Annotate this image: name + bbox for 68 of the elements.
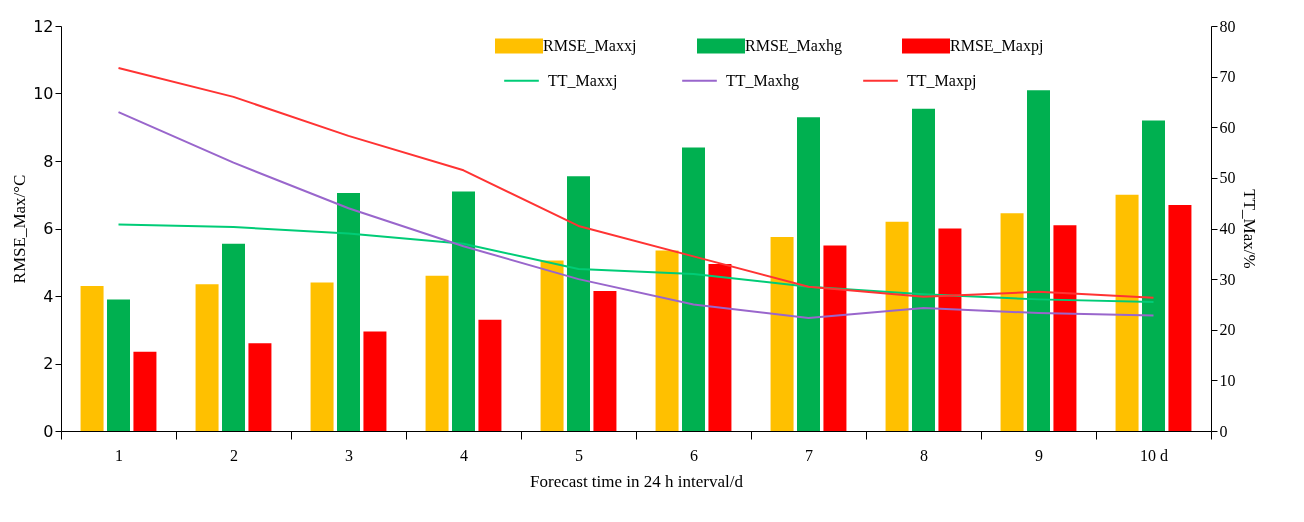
x-tick-label: 2 (230, 446, 238, 464)
bar (195, 284, 219, 431)
legend-label: TT_Maxxj (548, 71, 618, 90)
bar (540, 260, 564, 431)
bar (1027, 90, 1050, 431)
line-series (117, 223, 1155, 303)
y2-tick-label: 30 (1219, 270, 1236, 288)
bar (337, 193, 360, 431)
y2-tick-label: 40 (1219, 220, 1236, 237)
y2-axis-title: TT_Max/% (1239, 189, 1259, 269)
y-tick-label: 2 (43, 354, 54, 373)
bar (133, 351, 157, 431)
bar (1053, 225, 1077, 431)
bar (1142, 120, 1165, 431)
bar (682, 147, 705, 431)
x-tick-label: 3 (345, 446, 353, 464)
bar (452, 191, 475, 431)
x-tick-label: 7 (805, 446, 813, 464)
legend-label: RMSE_Maxpj (950, 37, 1044, 55)
bar (938, 228, 962, 431)
y2-tick-label: 70 (1219, 68, 1236, 86)
bar (912, 108, 935, 431)
y2-tick-label: 0 (1219, 422, 1228, 440)
bar (363, 331, 387, 431)
bar (80, 285, 104, 431)
bar (1168, 204, 1192, 431)
x-axis-title: Forecast time in 24 h interval/d (530, 471, 744, 491)
y-tick-label: 4 (43, 286, 54, 306)
line-series (117, 67, 1155, 299)
bar (797, 117, 820, 431)
bar (770, 236, 794, 431)
y-tick-label: 12 (33, 16, 54, 36)
bar (425, 275, 449, 431)
y-tick-label: 10 (33, 84, 54, 103)
bar (1115, 194, 1139, 431)
y2-tick-label: 80 (1219, 17, 1236, 35)
bar (1000, 213, 1024, 431)
bar (478, 319, 502, 431)
y2-tick-label: 20 (1219, 321, 1236, 339)
bar (310, 282, 334, 431)
bar (593, 290, 617, 431)
legend-label: RMSE_Maxhg (745, 37, 842, 55)
bar (885, 221, 909, 431)
legend-label: RMSE_Maxxj (543, 37, 637, 55)
y-tick-label: 8 (43, 151, 54, 171)
y-axis-title: RMSE_Max/°C (10, 174, 30, 284)
line-series (117, 111, 1155, 320)
x-tick-label: 1 (115, 446, 123, 464)
x-tick-label: 4 (460, 446, 468, 464)
bar (567, 176, 590, 431)
bar (248, 343, 272, 431)
y2-tick-label: 10 (1219, 371, 1236, 389)
x-tick-label: 5 (575, 446, 583, 464)
x-tick-label: 9 (1035, 446, 1043, 464)
y-tick-label: 0 (43, 421, 54, 441)
bar (823, 245, 847, 431)
legend-label: TT_Maxpj (907, 71, 977, 90)
y-tick-label: 6 (43, 219, 54, 238)
bar (655, 250, 679, 431)
y2-tick-label: 60 (1219, 118, 1236, 136)
legend-label: TT_Maxhg (726, 71, 799, 90)
x-tick-label: 6 (690, 446, 698, 464)
x-tick-label: 8 (920, 446, 928, 464)
y2-tick-label: 50 (1219, 169, 1236, 187)
bar (222, 243, 245, 431)
x-tick-label: 10 d (1140, 446, 1168, 464)
bar (107, 299, 130, 431)
bar (708, 263, 732, 431)
